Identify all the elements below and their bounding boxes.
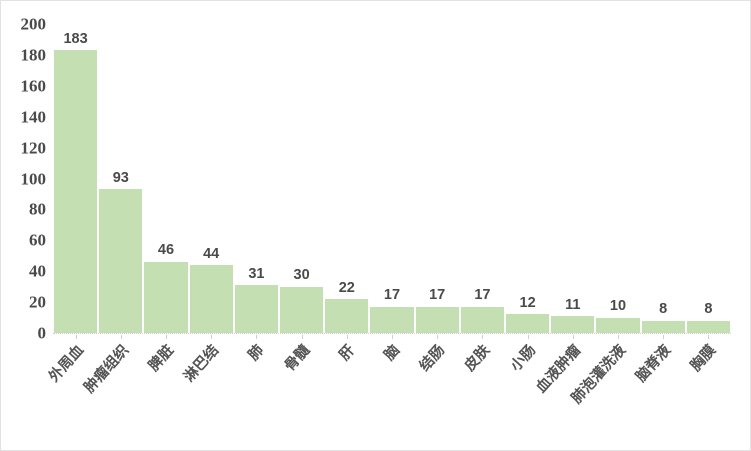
bar-value-label: 17 (383, 287, 401, 304)
y-axis-tick-label: 0 (37, 323, 47, 343)
bar[interactable] (53, 50, 99, 333)
x-axis-tick-mark (527, 335, 529, 339)
x-axis: 外周血 肿瘤组织 脾脏 淋巴结肺骨髓肝脑结肠 皮肤 小肠 血液肿瘤 肺泡灌洗液 脑脊液 胸膜 (46, 335, 731, 450)
bar[interactable] (188, 265, 234, 333)
y-axis-tick-label: 20 (29, 292, 46, 312)
bar-slot: 44 (188, 24, 234, 333)
x-axis-tick-mark (572, 335, 574, 339)
y-axis-tick-label: 200 (20, 14, 47, 34)
bar[interactable] (233, 285, 279, 333)
x-axis-tick-mark (166, 335, 167, 339)
y-axis-tick-label: 120 (20, 138, 47, 158)
bar-slot: 17 (414, 24, 460, 333)
bar-slot: 10 (595, 24, 641, 333)
bar[interactable] (505, 314, 551, 333)
axis-baseline (53, 333, 731, 334)
bar-value-label: 11 (565, 296, 581, 313)
y-axis-tick-label: 100 (20, 169, 47, 188)
y-axis-tick-label: 180 (20, 45, 47, 65)
bar[interactable] (279, 286, 325, 333)
bar-value-label: 8 (704, 301, 713, 318)
y-axis-tick-label: 160 (20, 76, 47, 96)
x-axis-tick-mark (120, 335, 122, 339)
bar-value-label: 17 (474, 287, 491, 304)
x-axis-tick-mark (392, 335, 393, 339)
bar-slot: 11 (550, 24, 596, 333)
bar-slot: 93 (98, 24, 144, 333)
y-axis: 200 180 160 140 120 100 80 60 40 20 0 (1, 1, 53, 450)
bar-value-label: 183 (63, 30, 88, 47)
x-axis-tick-mark (708, 335, 710, 339)
bar[interactable] (595, 317, 641, 333)
plot-area: 183 93 46 44 31 30 22 17 17 17 12 11 10 8 8 (53, 24, 731, 334)
x-axis-tick-mark (482, 335, 484, 339)
bar-slot: 17 (459, 24, 505, 333)
bar-slot: 17 (369, 24, 415, 333)
bar-value-label: 93 (112, 169, 129, 186)
bar-value-label: 22 (338, 279, 355, 296)
bar-slot: 12 (505, 24, 551, 333)
x-axis-tick-mark (256, 335, 258, 339)
x-axis-tick-mark (437, 335, 439, 339)
bar-slot: 183 (53, 24, 99, 333)
bar[interactable] (324, 299, 370, 333)
bar-slot: 22 (324, 24, 370, 333)
bar-value-label: 31 (248, 265, 265, 282)
bar[interactable] (143, 261, 189, 333)
bar-slot: 30 (279, 24, 325, 333)
bar-value-label: 8 (659, 301, 668, 318)
y-axis-tick-label: 40 (29, 261, 46, 281)
bar-slot: 8 (685, 24, 731, 333)
bar-value-label: 30 (293, 267, 310, 284)
x-axis-tick-mark (346, 335, 348, 339)
bar[interactable] (459, 306, 505, 333)
bar[interactable] (550, 316, 596, 333)
bar-slot: 46 (143, 24, 189, 333)
y-axis-tick-label: 60 (29, 230, 46, 250)
bar-value-label: 10 (609, 298, 627, 315)
y-axis-tick-label: 80 (29, 199, 46, 219)
x-axis-tick-mark (75, 335, 77, 339)
bar[interactable] (640, 320, 686, 333)
bar-value-label: 12 (519, 294, 536, 311)
x-axis-tick-mark (618, 335, 619, 339)
y-axis-tick-label: 140 (20, 107, 47, 127)
bar[interactable] (685, 320, 731, 333)
bar-value-label: 46 (157, 242, 175, 259)
bar-value-label: 17 (429, 287, 446, 304)
x-axis-tick-mark (663, 335, 665, 339)
bar-value-label: 44 (203, 245, 220, 262)
bar[interactable] (414, 306, 460, 333)
x-axis-tick-mark (301, 335, 303, 339)
bar-slot: 31 (233, 24, 279, 333)
bar[interactable] (369, 306, 415, 333)
bar[interactable] (98, 189, 144, 333)
x-axis-tick-mark (211, 335, 213, 339)
bar-slot: 8 (640, 24, 686, 333)
